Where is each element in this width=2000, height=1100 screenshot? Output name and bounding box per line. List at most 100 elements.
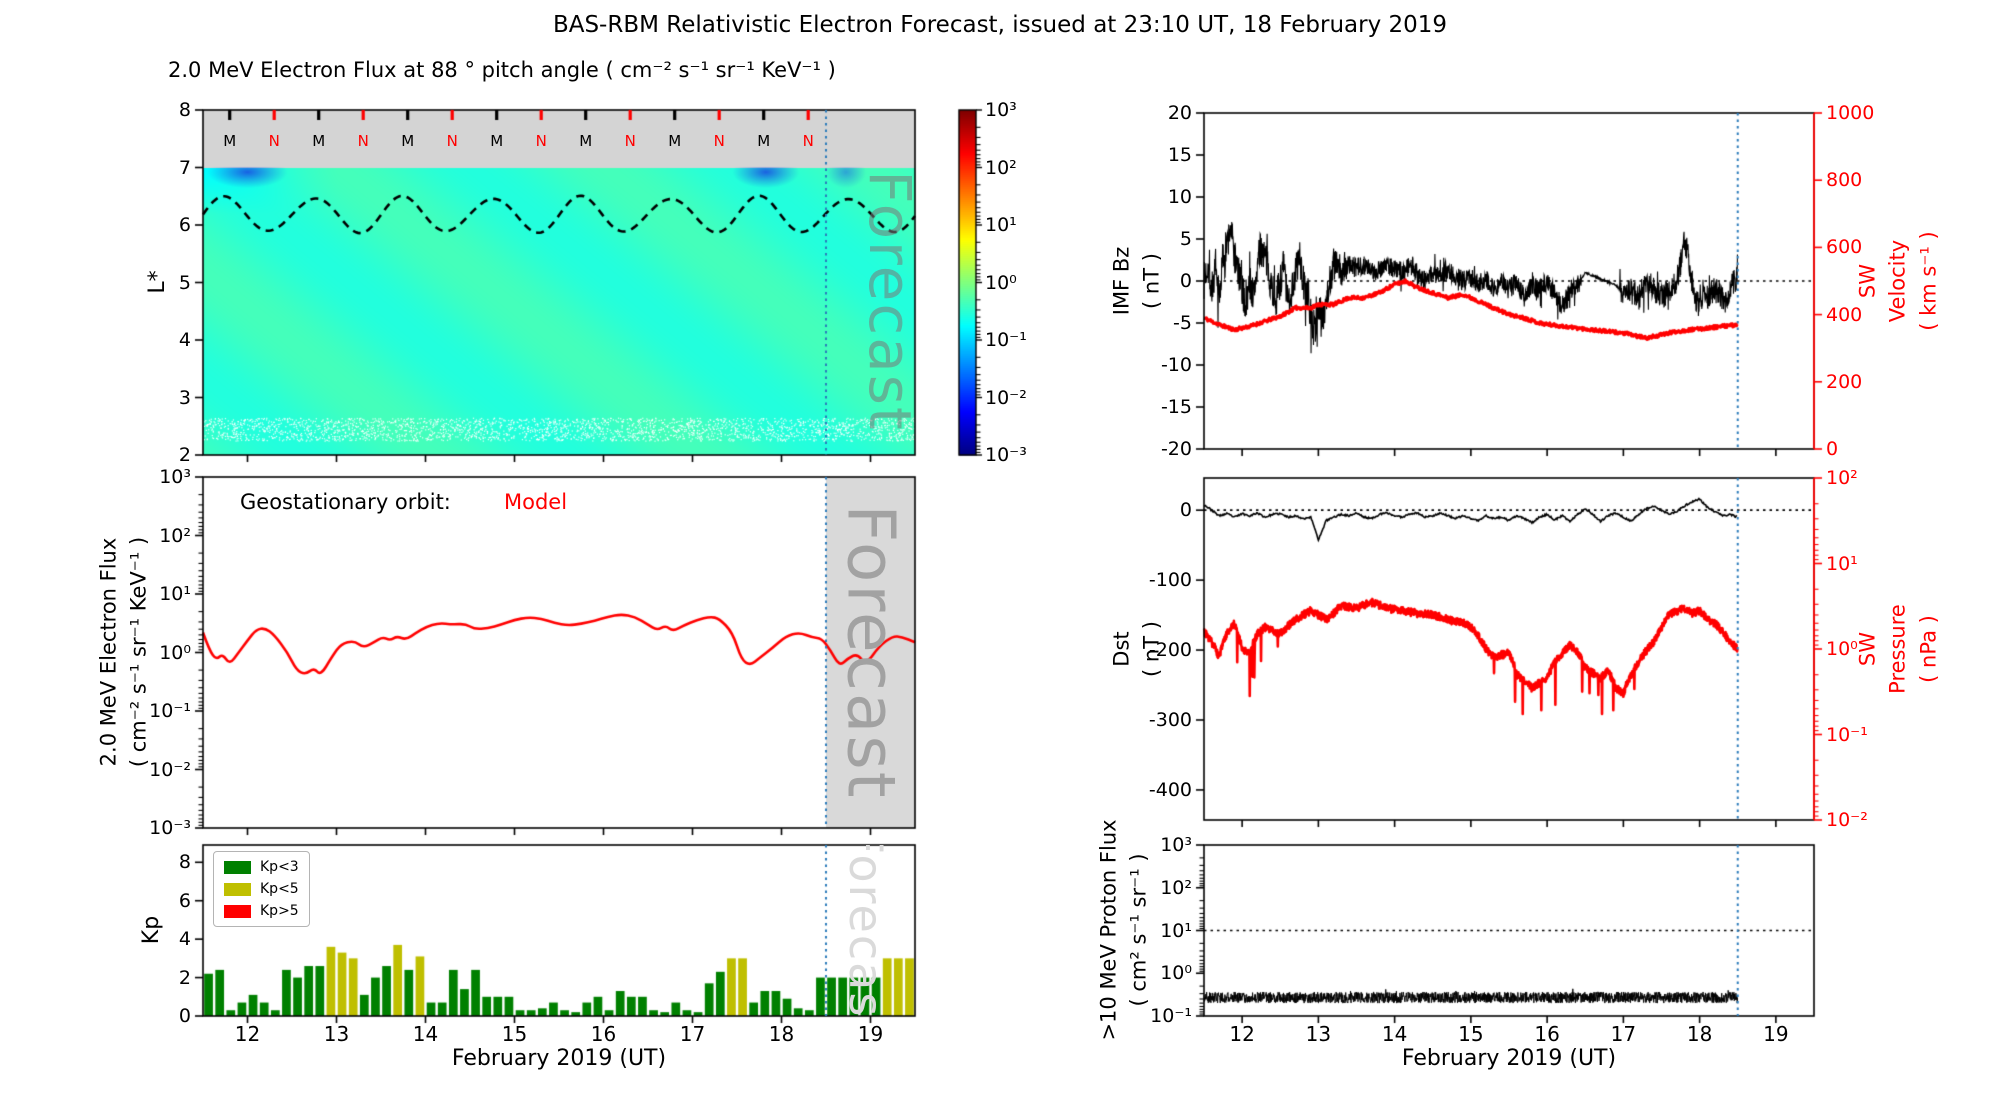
colorbar-tick: 10³: [985, 99, 1017, 121]
kp-lt3-swatch: [224, 860, 251, 874]
imf-bz-ytick: -5: [1173, 312, 1192, 334]
proton-flux-ytick: 10⁻¹: [1150, 1005, 1192, 1027]
magnetic-midnight-marker: N: [535, 132, 547, 150]
imf-bz-ytick: 20: [1167, 102, 1192, 124]
sw-pressure-ylabel: SW Pressure ( nPa ): [1855, 604, 1941, 694]
model-series-label: Model: [504, 490, 568, 514]
imf-bz-ytick: 15: [1167, 144, 1192, 166]
proton-flux-ylabel: >10 MeV Proton Flux ( cm² s⁻¹ sr⁻¹ ): [1096, 819, 1151, 1041]
sw-velocity-ytick: 200: [1826, 370, 1863, 393]
spectrogram-ytick: 7: [178, 156, 191, 179]
sw-velocity-ylabel: SW Velocity ( km s⁻¹ ): [1855, 231, 1941, 331]
xtick-label: 13: [1305, 1022, 1332, 1046]
dst-ytick: -100: [1148, 569, 1192, 592]
colorbar-tick: 10⁰: [985, 271, 1017, 294]
kp-ytick: 6: [178, 889, 191, 912]
colorbar-tick: 10⁻³: [985, 444, 1027, 466]
sw-pressure-ytick: 10⁰: [1826, 638, 1858, 660]
kp-legend: Kp<3 Kp<5 Kp>5: [213, 851, 310, 927]
spectrogram-ytick: 4: [178, 329, 191, 351]
xtick-label: 16: [1534, 1022, 1560, 1046]
proton-flux-ytick: 10¹: [1160, 919, 1192, 942]
legend-item-kp-lt3: Kp<3: [224, 859, 299, 875]
legend-item-kp-gt5: Kp>5: [224, 903, 299, 919]
colorbar-tick: 10⁻²: [985, 386, 1027, 409]
xtick-label: 14: [412, 1022, 439, 1046]
magnetic-noon-marker: M: [312, 132, 326, 150]
legend-item-kp-lt5: Kp<5: [224, 881, 299, 897]
magnetic-midnight-marker: N: [446, 132, 458, 150]
xaxis-label-right: February 2019 (UT): [1401, 1046, 1617, 1071]
sw-pressure-ytick: 10¹: [1826, 552, 1858, 575]
dst-ytick: -300: [1148, 708, 1192, 731]
xtick-label: 17: [679, 1022, 706, 1046]
colorbar-tick: 10²: [985, 156, 1017, 179]
sw-pressure-ytick: 10²: [1826, 467, 1858, 489]
xtick-label: 16: [590, 1022, 617, 1046]
sw-pressure-ytick: 10⁻¹: [1826, 723, 1868, 746]
xtick-label: 13: [323, 1022, 350, 1046]
magnetic-midnight-marker: N: [624, 132, 636, 150]
sw-velocity-ytick: 600: [1826, 236, 1863, 259]
xtick-label: 17: [1610, 1022, 1637, 1046]
spectrogram-ytick: 5: [178, 271, 191, 294]
dst-ytick: 0: [1179, 499, 1192, 522]
geoflux-ylabel: 2.0 MeV Electron Flux ( cm⁻² s⁻¹ sr⁻¹ Ke…: [96, 536, 151, 768]
kp-lt5-label: Kp<5: [260, 881, 299, 897]
magnetic-noon-marker: M: [223, 132, 237, 150]
imf-bz-ytick: -20: [1160, 438, 1192, 460]
magnetic-midnight-marker: N: [802, 132, 814, 150]
colorbar-tick: 10¹: [985, 214, 1017, 236]
spectrogram-ytick: 3: [178, 386, 191, 409]
sw-velocity-ytick: 0: [1826, 438, 1839, 460]
kp-lt3-label: Kp<3: [260, 859, 299, 875]
sw-velocity-ytick: 800: [1826, 169, 1863, 192]
imf-bz-ytick: -10: [1160, 354, 1192, 376]
spectrogram-ylabel: L*: [145, 270, 171, 294]
kp-ytick: 0: [178, 1005, 191, 1027]
magnetic-noon-marker: M: [757, 132, 771, 150]
xtick-label: 12: [234, 1022, 261, 1046]
geoflux-ytick: 10⁻¹: [149, 700, 191, 722]
imf-bz-ytick: -15: [1160, 396, 1192, 418]
sw-velocity-ytick: 400: [1826, 303, 1863, 326]
xtick-label: 14: [1381, 1022, 1408, 1046]
imf-bz-ytick: 10: [1167, 186, 1192, 208]
magnetic-noon-marker: M: [668, 132, 682, 150]
figure-title: BAS-RBM Relativistic Electron Forecast, …: [552, 12, 1448, 38]
proton-flux-ytick: 10³: [1160, 834, 1192, 856]
xtick-label: 19: [857, 1022, 884, 1046]
proton-flux-ytick: 10²: [1160, 876, 1192, 899]
magnetic-noon-marker: M: [490, 132, 504, 150]
sw-velocity-ytick: 1000: [1826, 102, 1875, 124]
imf-bz-ytick: 5: [1179, 228, 1192, 250]
xtick-label: 19: [1763, 1022, 1789, 1046]
kp-ytick: 8: [178, 851, 191, 874]
spectrogram-ytick: 2: [178, 444, 191, 466]
dst-ytick: -400: [1148, 778, 1192, 801]
xaxis-label-left: February 2019 (UT): [451, 1046, 667, 1071]
xtick-label: 18: [768, 1022, 795, 1046]
kp-lt5-swatch: [224, 882, 251, 896]
magnetic-noon-marker: M: [401, 132, 415, 150]
imf-bz-ylabel: IMF Bz ( nT ): [1109, 246, 1164, 316]
xtick-label: 15: [1458, 1022, 1484, 1046]
geoflux-ytick: 10⁻³: [149, 817, 191, 839]
imf-bz-ytick: 0: [1179, 270, 1192, 292]
magnetic-midnight-marker: N: [713, 132, 725, 150]
xtick-label: 15: [501, 1022, 528, 1046]
geoflux-ytick: 10³: [159, 466, 191, 488]
sw-pressure-ytick: 10⁻²: [1826, 809, 1868, 831]
spectrogram-title: 2.0 MeV Electron Flux at 88 ° pitch angl…: [168, 58, 836, 82]
spectrogram-ytick: 8: [178, 99, 191, 121]
colorbar-tick: 10⁻¹: [985, 329, 1027, 351]
geoflux-ytick: 10⁻²: [149, 758, 191, 781]
proton-flux-ytick: 10⁰: [1160, 962, 1192, 985]
kp-gt5-swatch: [224, 904, 251, 918]
kp-ylabel: Kp: [139, 915, 165, 945]
magnetic-midnight-marker: N: [357, 132, 369, 150]
geoflux-ytick: 10¹: [159, 583, 191, 605]
xtick-label: 18: [1686, 1022, 1713, 1046]
